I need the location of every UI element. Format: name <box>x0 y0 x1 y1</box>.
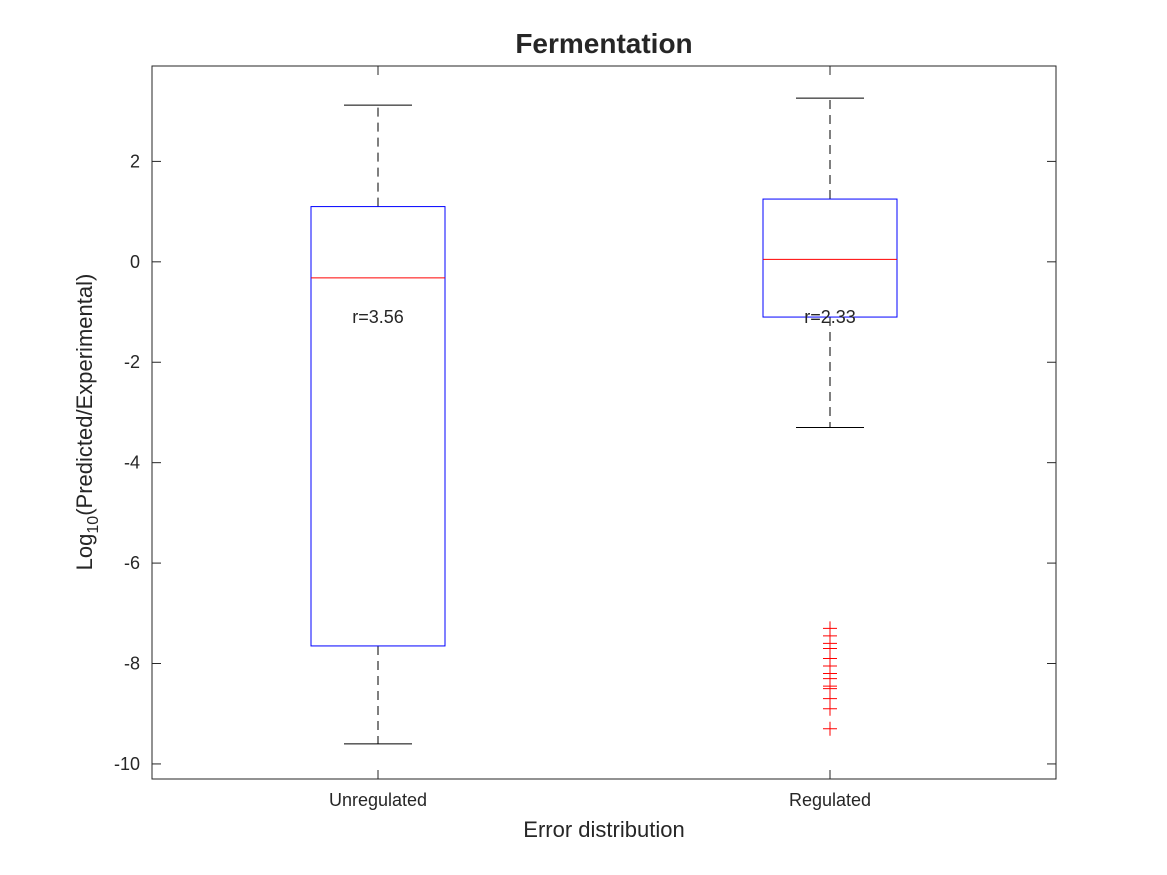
chart-title: Fermentation <box>515 28 692 59</box>
y-tick-label: 2 <box>130 151 140 171</box>
axes-frame <box>151 65 1057 780</box>
r-annotation: r=3.56 <box>352 307 404 327</box>
y-axis-label-rest: (Predicted/Experimental) <box>72 274 97 516</box>
y-tick-label: -8 <box>124 654 140 674</box>
outlier-marker <box>823 721 837 736</box>
y-tick-label: -2 <box>124 352 140 372</box>
y-axis-label-base: Log <box>72 534 97 571</box>
outlier-marker <box>823 701 837 716</box>
box-iqr <box>310 206 446 647</box>
x-axis-label: Error distribution <box>523 817 684 842</box>
y-tick-label: -10 <box>114 754 140 774</box>
y-axis-label-subscript: 10 <box>85 516 102 534</box>
x-tick-label: Regulated <box>789 790 871 810</box>
x-tick-label: Unregulated <box>329 790 427 810</box>
y-tick-label: -4 <box>124 453 140 473</box>
plot-area: 2 0 -2 -4 -6 -8 -10 Unregulated Regulated r=3.56 r… <box>114 65 1057 810</box>
y-axis-label: Log10(Predicted/Experimental) <box>72 274 102 571</box>
r-annotation: r=2.33 <box>804 307 856 327</box>
y-tick-label: 0 <box>130 252 140 272</box>
y-tick-label: -6 <box>124 553 140 573</box>
box-iqr <box>762 198 898 318</box>
